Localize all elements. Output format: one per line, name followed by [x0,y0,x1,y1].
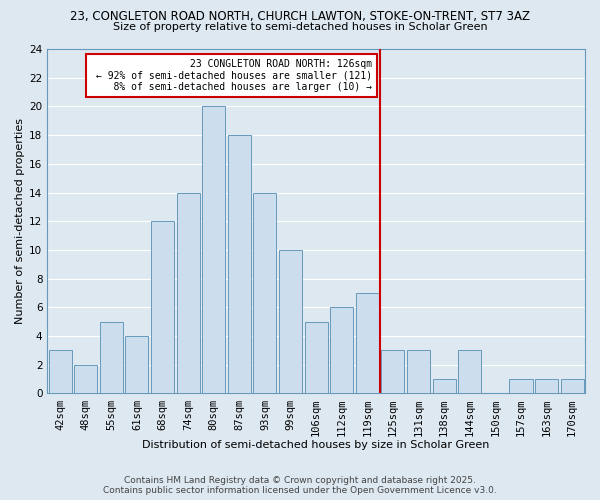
Bar [100,322,123,394]
X-axis label: Distribution of semi-detached houses by size in Scholar Green: Distribution of semi-detached houses by … [142,440,490,450]
Bar [382,350,404,394]
Bar [49,350,71,394]
Bar [535,379,558,394]
Bar [151,221,174,394]
Bar [253,192,277,394]
Text: Contains HM Land Registry data © Crown copyright and database right 2025.
Contai: Contains HM Land Registry data © Crown c… [103,476,497,495]
Y-axis label: Number of semi-detached properties: Number of semi-detached properties [15,118,25,324]
Bar [356,293,379,394]
Bar [74,365,97,394]
Bar [458,350,481,394]
Bar [560,379,584,394]
Bar [305,322,328,394]
Bar [228,135,251,394]
Bar [125,336,148,394]
Bar [202,106,225,394]
Bar [330,308,353,394]
Bar [176,192,200,394]
Bar [407,350,430,394]
Bar [279,250,302,394]
Text: 23, CONGLETON ROAD NORTH, CHURCH LAWTON, STOKE-ON-TRENT, ST7 3AZ: 23, CONGLETON ROAD NORTH, CHURCH LAWTON,… [70,10,530,23]
Text: 23 CONGLETON ROAD NORTH: 126sqm
← 92% of semi-detached houses are smaller (121)
: 23 CONGLETON ROAD NORTH: 126sqm ← 92% of… [91,59,373,92]
Bar [433,379,455,394]
Text: Size of property relative to semi-detached houses in Scholar Green: Size of property relative to semi-detach… [113,22,487,32]
Bar [509,379,533,394]
